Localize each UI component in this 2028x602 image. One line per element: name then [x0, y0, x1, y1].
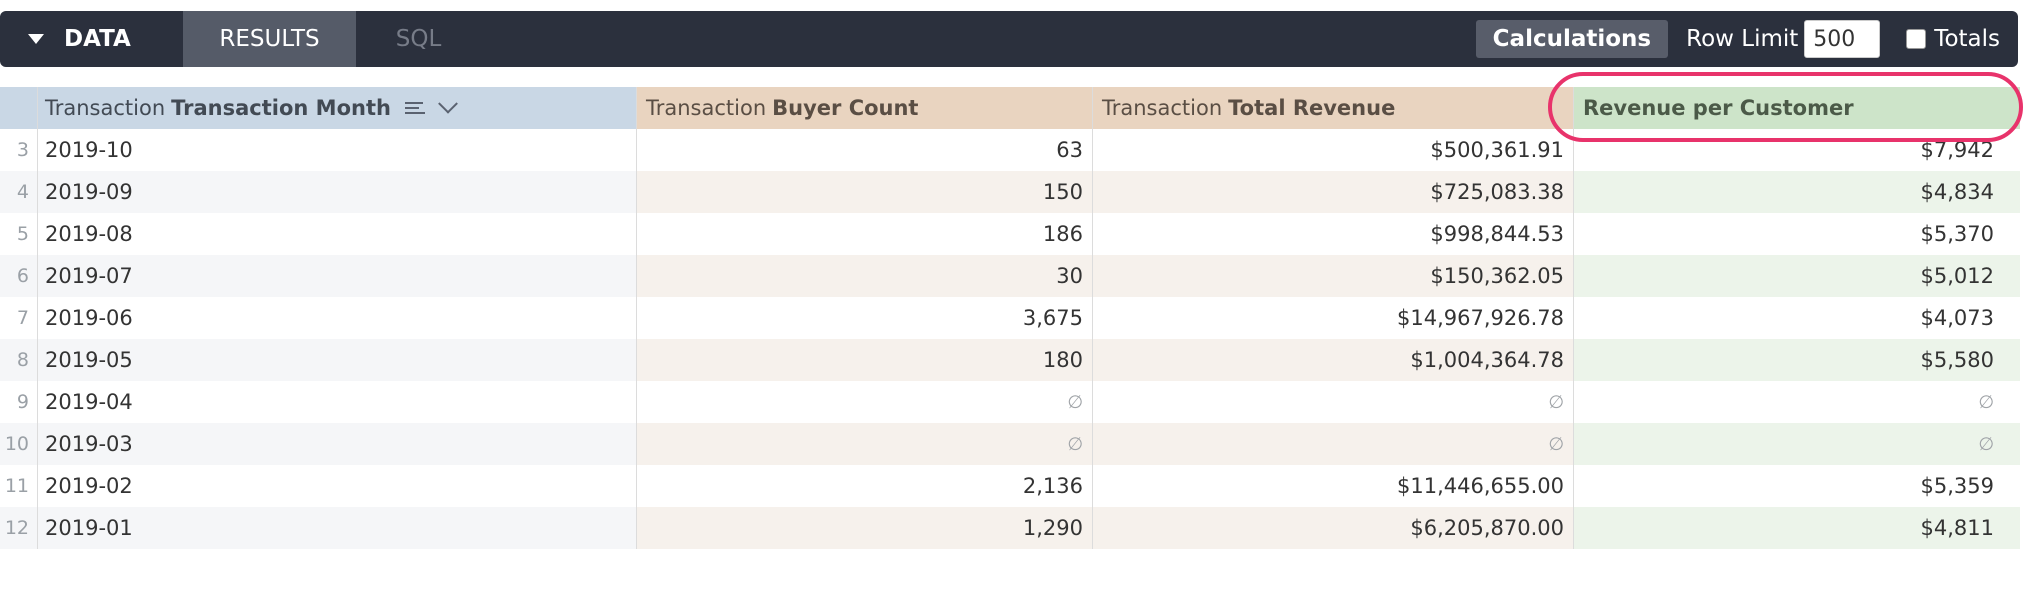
- column-header-transaction-month[interactable]: Transaction Transaction Month: [38, 87, 637, 129]
- column-header-buyer-count[interactable]: Transaction Buyer Count: [637, 87, 1093, 129]
- column-header-total-revenue[interactable]: Transaction Total Revenue: [1093, 87, 1574, 129]
- cell-transaction-month: 2019-05: [38, 339, 637, 381]
- cell-buyer-count: 30: [637, 255, 1093, 297]
- cell-transaction-month: 2019-03: [38, 423, 637, 465]
- cell-revenue-per-customer: ∅: [1574, 423, 2020, 465]
- cell-transaction-month: 2019-04: [38, 381, 637, 423]
- null-icon: ∅: [1067, 391, 1083, 413]
- cell-revenue-per-customer: ∅: [1574, 381, 2020, 423]
- null-icon: ∅: [1067, 433, 1083, 455]
- cell-transaction-month: 2019-09: [38, 171, 637, 213]
- cell-revenue-per-customer: $4,073: [1574, 297, 2020, 339]
- cell-revenue-per-customer: $5,370: [1574, 213, 2020, 255]
- row-index: 7: [0, 297, 38, 339]
- cell-total-revenue: ∅: [1093, 423, 1574, 465]
- cell-buyer-count: 63: [637, 129, 1093, 171]
- header-row: Transaction Transaction Month Transactio…: [0, 87, 2020, 129]
- column-header-prefix: Transaction: [646, 96, 767, 120]
- cell-revenue-per-customer: $5,580: [1574, 339, 2020, 381]
- cell-revenue-per-customer: $7,942: [1574, 129, 2020, 171]
- table-row: 7 2019-06 3,675 $14,967,926.78 $4,073: [0, 297, 2020, 339]
- cell-revenue-per-customer: $4,834: [1574, 171, 2020, 213]
- cell-revenue-per-customer: $5,012: [1574, 255, 2020, 297]
- row-limit-input[interactable]: [1804, 20, 1881, 58]
- table-row: 4 2019-09 150 $725,083.38 $4,834: [0, 171, 2020, 213]
- cell-total-revenue: $998,844.53: [1093, 213, 1574, 255]
- table-row: 8 2019-05 180 $1,004,364.78 $5,580: [0, 339, 2020, 381]
- table-body: 3 2019-10 63 $500,361.91 $7,942 4 2019-09 150 $7…: [0, 129, 2020, 549]
- row-index: 3: [0, 129, 38, 171]
- column-header-name: Buyer Count: [772, 96, 919, 120]
- column-header-revenue-per-customer[interactable]: Revenue per Customer: [1574, 87, 2020, 129]
- cell-buyer-count: 3,675: [637, 297, 1093, 339]
- column-header-prefix: Transaction: [1102, 96, 1223, 120]
- cell-buyer-count: 150: [637, 171, 1093, 213]
- null-icon: ∅: [1548, 433, 1564, 455]
- column-header-prefix: Transaction: [45, 96, 166, 120]
- tab-sql[interactable]: SQL: [395, 26, 442, 52]
- table-row: 5 2019-08 186 $998,844.53 $5,370: [0, 213, 2020, 255]
- cell-buyer-count: ∅: [637, 423, 1093, 465]
- row-index: 8: [0, 339, 38, 381]
- table-row: 3 2019-10 63 $500,361.91 $7,942: [0, 129, 2020, 171]
- table-row: 10 2019-03 ∅ ∅ ∅: [0, 423, 2020, 465]
- tab-data-label: DATA: [64, 26, 131, 52]
- row-index: 11: [0, 465, 38, 507]
- explore-toolbar: DATA RESULTS SQL Calculations Row Limit …: [0, 11, 2018, 67]
- row-index: 6: [0, 255, 38, 297]
- tab-results[interactable]: RESULTS: [183, 11, 356, 67]
- cell-total-revenue: $6,205,870.00: [1093, 507, 1574, 549]
- row-index-header: [0, 87, 38, 129]
- calculations-button[interactable]: Calculations: [1475, 20, 1669, 58]
- cell-transaction-month: 2019-02: [38, 465, 637, 507]
- row-index: 5: [0, 213, 38, 255]
- null-icon: ∅: [1548, 391, 1564, 413]
- cell-buyer-count: 1,290: [637, 507, 1093, 549]
- row-index: 9: [0, 381, 38, 423]
- tab-data[interactable]: DATA: [0, 11, 183, 67]
- chevron-down-icon[interactable]: [438, 93, 458, 114]
- results-table: Transaction Transaction Month Transactio…: [0, 87, 2020, 549]
- row-index: 10: [0, 423, 38, 465]
- table-row: 6 2019-07 30 $150,362.05 $5,012: [0, 255, 2020, 297]
- row-index: 12: [0, 507, 38, 549]
- cell-total-revenue: $150,362.05: [1093, 255, 1574, 297]
- caret-down-icon: [28, 34, 44, 44]
- cell-revenue-per-customer: $4,811: [1574, 507, 2020, 549]
- cell-transaction-month: 2019-06: [38, 297, 637, 339]
- row-index: 4: [0, 171, 38, 213]
- table-row: 11 2019-02 2,136 $11,446,655.00 $5,359: [0, 465, 2020, 507]
- totals-label: Totals: [1934, 26, 2000, 52]
- cell-buyer-count: 2,136: [637, 465, 1093, 507]
- cell-total-revenue: $14,967,926.78: [1093, 297, 1574, 339]
- null-icon: ∅: [1978, 433, 1994, 455]
- totals-checkbox[interactable]: [1906, 29, 1927, 49]
- cell-transaction-month: 2019-10: [38, 129, 637, 171]
- cell-revenue-per-customer: $5,359: [1574, 465, 2020, 507]
- cell-total-revenue: ∅: [1093, 381, 1574, 423]
- column-header-name: Total Revenue: [1228, 96, 1396, 120]
- cell-transaction-month: 2019-07: [38, 255, 637, 297]
- cell-total-revenue: $1,004,364.78: [1093, 339, 1574, 381]
- null-icon: ∅: [1978, 391, 1994, 413]
- cell-buyer-count: 180: [637, 339, 1093, 381]
- cell-total-revenue: $11,446,655.00: [1093, 465, 1574, 507]
- cell-total-revenue: $725,083.38: [1093, 171, 1574, 213]
- table-row: 12 2019-01 1,290 $6,205,870.00 $4,811: [0, 507, 2020, 549]
- column-header-name: Transaction Month: [171, 96, 391, 120]
- row-limit-label: Row Limit: [1686, 26, 1799, 52]
- cell-buyer-count: ∅: [637, 381, 1093, 423]
- sort-icon[interactable]: [404, 102, 425, 114]
- cell-buyer-count: 186: [637, 213, 1093, 255]
- cell-transaction-month: 2019-08: [38, 213, 637, 255]
- cell-transaction-month: 2019-01: [38, 507, 637, 549]
- table-row: 9 2019-04 ∅ ∅ ∅: [0, 381, 2020, 423]
- cell-total-revenue: $500,361.91: [1093, 129, 1574, 171]
